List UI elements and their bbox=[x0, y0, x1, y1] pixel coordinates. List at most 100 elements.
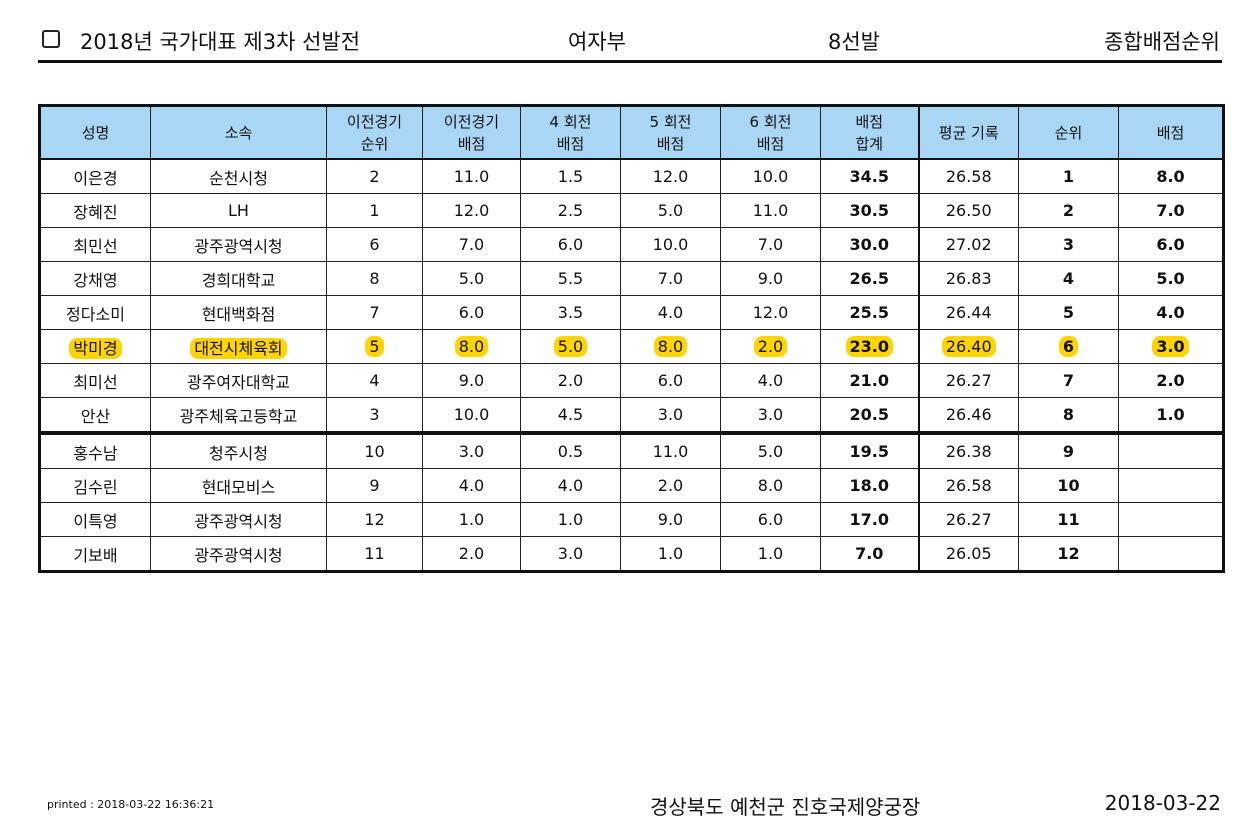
rank-cell: 4 bbox=[1018, 261, 1119, 296]
rank-cell: 3 bbox=[1018, 227, 1119, 262]
round4-cell: 0.5 bbox=[520, 432, 621, 469]
column-header: 평균 기록 bbox=[918, 105, 1019, 160]
round5-cell: 4.0 bbox=[620, 295, 721, 330]
average-cell: 26.38 bbox=[918, 432, 1019, 469]
column-header: 성명 bbox=[39, 105, 151, 160]
prev-points-cell: 10.0 bbox=[422, 397, 521, 435]
team-cell: 광주체육고등학교 bbox=[150, 397, 327, 435]
points-cell: 7.0 bbox=[1118, 193, 1224, 228]
page-title: 2018년 국가대표 제3차 선발전 bbox=[80, 30, 361, 54]
prev-points-cell: 3.0 bbox=[422, 432, 521, 469]
name-cell: 정다소미 bbox=[39, 295, 151, 330]
round5-cell: 8.0 bbox=[620, 329, 721, 364]
column-header: 4 회전 배점 bbox=[520, 105, 621, 160]
average-cell: 26.44 bbox=[918, 295, 1019, 330]
team-cell: 광주광역시청 bbox=[150, 502, 327, 537]
table-row: 이특영 광주광역시청 12 1.0 1.0 9.0 6.0 17.0 26.27 11 bbox=[39, 502, 1224, 537]
prev-points-cell: 5.0 bbox=[422, 261, 521, 296]
table-row: 강채영 경희대학교 8 5.0 5.5 7.0 9.0 26.5 26.83 4 5.0 bbox=[39, 261, 1224, 296]
total-cell: 18.0 bbox=[820, 468, 920, 503]
points-cell: 8.0 bbox=[1118, 158, 1224, 194]
name-cell: 기보배 bbox=[39, 536, 151, 572]
round5-cell: 6.0 bbox=[620, 363, 721, 398]
name-cell: 최민선 bbox=[39, 227, 151, 262]
round4-cell: 3.0 bbox=[520, 536, 621, 572]
table-row: 최민선 광주광역시청 6 7.0 6.0 10.0 7.0 30.0 27.02 3 6.0 bbox=[39, 227, 1224, 262]
total-cell: 19.5 bbox=[820, 432, 920, 469]
round5-cell: 7.0 bbox=[620, 261, 721, 296]
team-cell: 청주시청 bbox=[150, 432, 327, 469]
highlight-mark: 3.0 bbox=[1152, 336, 1189, 357]
points-cell bbox=[1118, 536, 1224, 572]
rank-cell: 5 bbox=[1018, 295, 1119, 330]
team-cell: LH bbox=[150, 193, 327, 228]
points-cell: 3.0 bbox=[1118, 329, 1224, 364]
prev-rank-cell: 5 bbox=[326, 329, 423, 364]
total-cell: 7.0 bbox=[820, 536, 920, 572]
highlight-mark: 23.0 bbox=[845, 336, 893, 357]
round5-cell: 5.0 bbox=[620, 193, 721, 228]
round4-cell: 2.0 bbox=[520, 363, 621, 398]
highlight-mark: 5 bbox=[365, 336, 384, 357]
name-cell: 강채영 bbox=[39, 261, 151, 296]
table-row: 기보배 광주광역시청 11 2.0 3.0 1.0 1.0 7.0 26.05 12 bbox=[39, 536, 1224, 572]
average-cell: 27.02 bbox=[918, 227, 1019, 262]
points-cell bbox=[1118, 502, 1224, 537]
prev-points-cell: 1.0 bbox=[422, 502, 521, 537]
date-label: 2018-03-22 bbox=[1104, 791, 1221, 815]
rank-cell: 7 bbox=[1018, 363, 1119, 398]
table-row: 김수린 현대모비스 9 4.0 4.0 2.0 8.0 18.0 26.58 10 bbox=[39, 468, 1224, 503]
table-row: 정다소미 현대백화점 7 6.0 3.5 4.0 12.0 25.5 26.44 5 4.0 bbox=[39, 295, 1224, 330]
name-cell: 이특영 bbox=[39, 502, 151, 537]
average-cell: 26.40 bbox=[918, 329, 1019, 364]
rank-cell: 1 bbox=[1018, 158, 1119, 194]
total-cell: 26.5 bbox=[820, 261, 920, 296]
round5-cell: 9.0 bbox=[620, 502, 721, 537]
column-header: 배점 bbox=[1118, 105, 1224, 160]
highlight-mark: 대전시체육회 bbox=[190, 337, 287, 359]
rank-cell: 9 bbox=[1018, 432, 1119, 469]
points-cell bbox=[1118, 432, 1224, 469]
prev-rank-cell: 11 bbox=[326, 536, 423, 572]
table-row: 홍수남 청주시청 10 3.0 0.5 11.0 5.0 19.5 26.38 9 bbox=[39, 432, 1224, 469]
highlight-mark: 26.40 bbox=[941, 336, 996, 357]
prev-points-cell: 6.0 bbox=[422, 295, 521, 330]
prev-points-cell: 2.0 bbox=[422, 536, 521, 572]
rank-cell: 6 bbox=[1018, 329, 1119, 364]
round4-cell: 5.5 bbox=[520, 261, 621, 296]
venue-label: 경상북도 예천군 진호국제양궁장 bbox=[650, 795, 921, 819]
round6-cell: 11.0 bbox=[720, 193, 821, 228]
team-cell: 현대백화점 bbox=[150, 295, 327, 330]
round6-cell: 4.0 bbox=[720, 363, 821, 398]
table-row: 이은경 순천시청 2 11.0 1.5 12.0 10.0 34.5 26.58 1 8.0 bbox=[39, 158, 1224, 194]
round6-cell: 2.0 bbox=[720, 329, 821, 364]
highlight-mark: 2.0 bbox=[753, 336, 788, 357]
team-cell: 현대모비스 bbox=[150, 468, 327, 503]
prev-points-cell: 8.0 bbox=[422, 329, 521, 364]
total-cell: 30.5 bbox=[820, 193, 920, 228]
team-cell: 광주광역시청 bbox=[150, 227, 327, 262]
rank-cell: 2 bbox=[1018, 193, 1119, 228]
rank-cell: 12 bbox=[1018, 536, 1119, 572]
round6-cell: 10.0 bbox=[720, 158, 821, 194]
name-cell: 장혜진 bbox=[39, 193, 151, 228]
round4-cell: 4.5 bbox=[520, 397, 621, 435]
round6-cell: 12.0 bbox=[720, 295, 821, 330]
total-cell: 25.5 bbox=[820, 295, 920, 330]
highlight-mark: 8.0 bbox=[454, 336, 489, 357]
total-cell: 34.5 bbox=[820, 158, 920, 194]
rank-cell: 10 bbox=[1018, 468, 1119, 503]
prev-rank-cell: 6 bbox=[326, 227, 423, 262]
prev-rank-cell: 2 bbox=[326, 158, 423, 194]
round6-cell: 3.0 bbox=[720, 397, 821, 435]
checkbox[interactable] bbox=[42, 30, 60, 48]
prev-rank-cell: 1 bbox=[326, 193, 423, 228]
round5-cell: 1.0 bbox=[620, 536, 721, 572]
ranking-type-label: 종합배점순위 bbox=[1104, 30, 1220, 54]
name-cell: 최미선 bbox=[39, 363, 151, 398]
highlight-mark: 5.0 bbox=[553, 336, 588, 357]
prev-rank-cell: 10 bbox=[326, 432, 423, 469]
prev-rank-cell: 4 bbox=[326, 363, 423, 398]
round5-cell: 10.0 bbox=[620, 227, 721, 262]
name-cell: 안산 bbox=[39, 397, 151, 435]
